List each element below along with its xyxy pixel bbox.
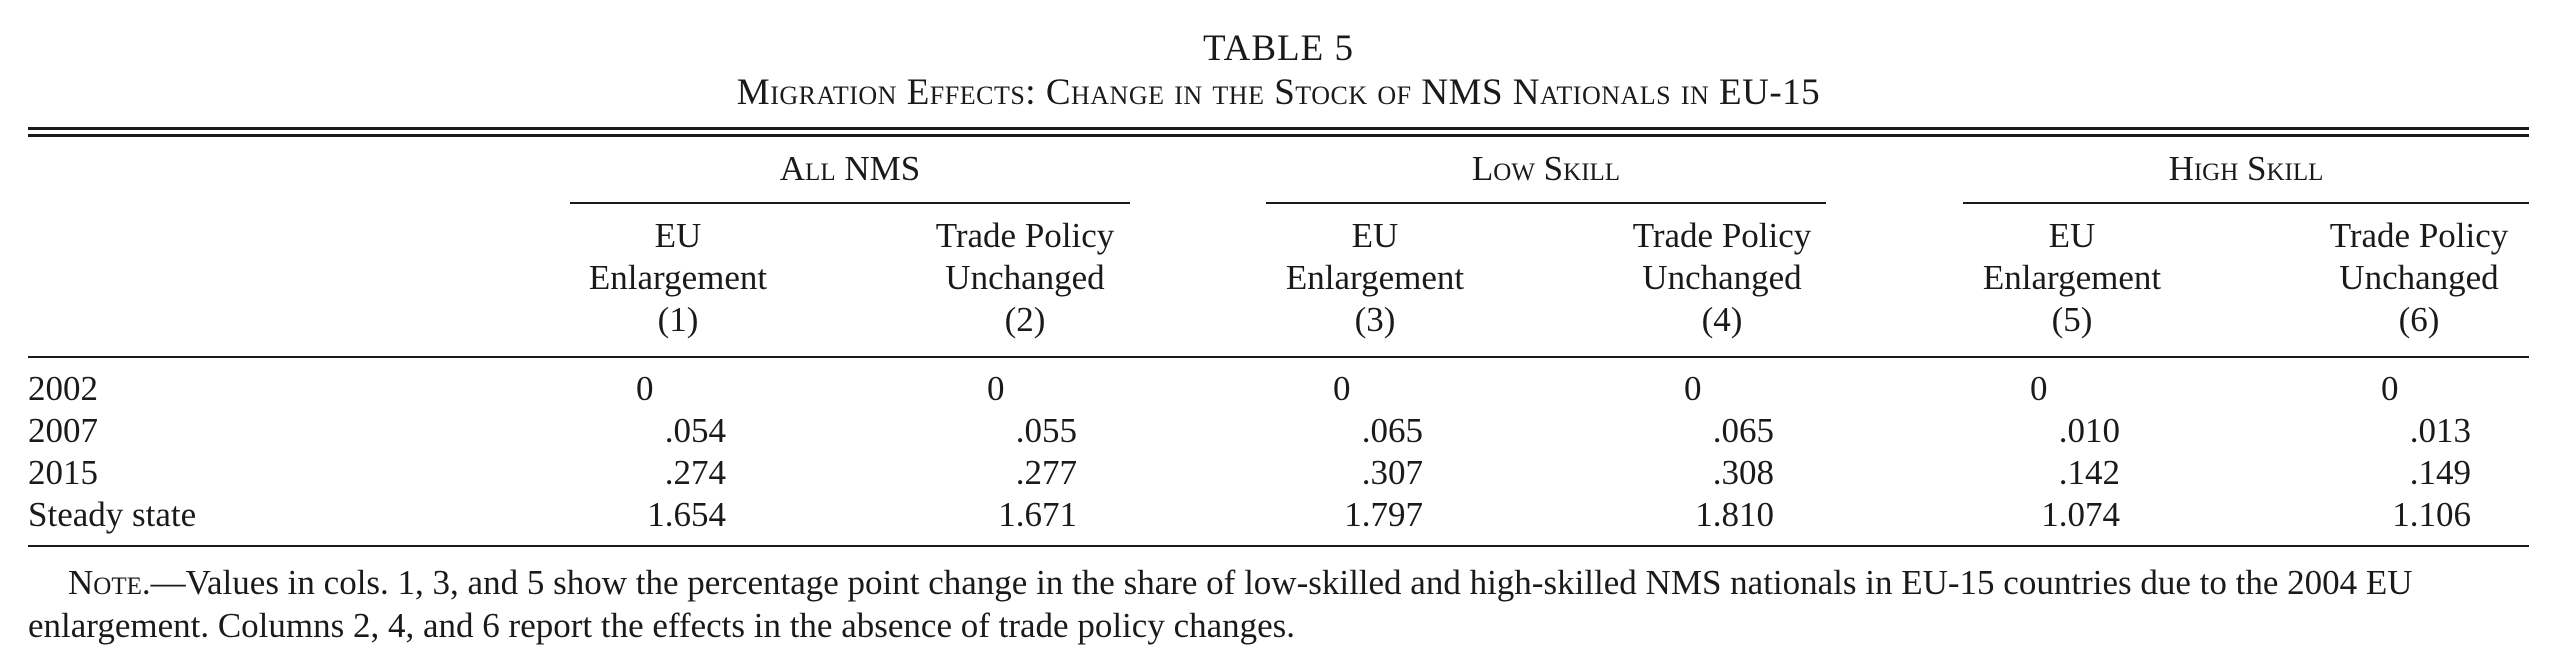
column-header-1-line3: (1) <box>657 300 699 339</box>
top-double-rule-2 <box>28 134 2529 137</box>
column-header-2-line1: Trade Policy <box>935 216 1115 255</box>
note-text: —Values in cols. 1, 3, and 5 show the pe… <box>28 563 2413 645</box>
column-header-5: EU Enlargement (5) <box>1954 215 2190 341</box>
table-cell: .065 <box>1712 411 1774 450</box>
table-cell: 1.654 <box>647 495 726 534</box>
group-rule-high-skill <box>1963 202 2529 204</box>
column-header-6-line3: (6) <box>2398 300 2440 339</box>
column-header-3-line1: EU <box>1351 216 1399 255</box>
row-label: Steady state <box>28 495 197 534</box>
table-note: Note.—Values in cols. 1, 3, and 5 show t… <box>28 561 2528 647</box>
column-header-1-line1: EU <box>654 216 702 255</box>
column-header-3-line2: Enlargement <box>1285 258 1465 297</box>
row-label: 2007 <box>28 411 98 450</box>
table-cell: .274 <box>664 453 726 492</box>
column-header-5-line2: Enlargement <box>1982 258 2162 297</box>
row-label: 2002 <box>28 369 98 408</box>
column-header-4-line3: (4) <box>1701 300 1743 339</box>
table-cell: .277 <box>1015 453 1077 492</box>
table-cell: .010 <box>2058 411 2120 450</box>
table-cell: 0 <box>2030 369 2048 408</box>
table-cell: 1.810 <box>1695 495 1774 534</box>
column-header-4: Trade Policy Unchanged (4) <box>1592 215 1852 341</box>
column-header-6: Trade Policy Unchanged (6) <box>2289 215 2549 341</box>
column-header-4-line2: Unchanged <box>1642 258 1802 297</box>
table-row: Steady state 1.654 1.671 1.797 1.810 1.0… <box>0 494 2557 536</box>
table-title: TABLE 5 <box>1203 28 1354 69</box>
column-header-1-line2: Enlargement <box>588 258 768 297</box>
top-double-rule-1 <box>28 127 2529 130</box>
table-cell: 1.671 <box>998 495 1077 534</box>
note-label: Note. <box>68 563 151 602</box>
table-cell: 0 <box>1333 369 1351 408</box>
table-cell: .013 <box>2409 411 2471 450</box>
row-label: 2015 <box>28 453 98 492</box>
table-cell: .055 <box>1015 411 1077 450</box>
column-header-6-line2: Unchanged <box>2339 258 2499 297</box>
table-cell: .149 <box>2409 453 2471 492</box>
group-header-all-nms: All NMS <box>779 149 921 188</box>
column-header-3: EU Enlargement (3) <box>1257 215 1493 341</box>
column-header-4-line1: Trade Policy <box>1632 216 1812 255</box>
table-cell: 0 <box>636 369 654 408</box>
table-row: 2015 .274 .277 .307 .308 .142 .149 <box>0 452 2557 494</box>
column-header-5-line3: (5) <box>2051 300 2093 339</box>
table-cell: 0 <box>987 369 1005 408</box>
table-cell: 0 <box>1684 369 1702 408</box>
table-cell: .054 <box>664 411 726 450</box>
table-cell: .065 <box>1361 411 1423 450</box>
header-bottom-rule <box>28 356 2529 358</box>
group-header-high-skill: High Skill <box>2168 149 2324 188</box>
table-cell: .307 <box>1361 453 1423 492</box>
table-cell: 1.106 <box>2392 495 2471 534</box>
group-header-low-skill: Low Skill <box>1471 149 1621 188</box>
column-header-5-line1: EU <box>2048 216 2096 255</box>
table-bottom-rule <box>28 545 2529 547</box>
column-header-2: Trade Policy Unchanged (2) <box>895 215 1155 341</box>
group-rule-low-skill <box>1266 202 1826 204</box>
group-rule-all-nms <box>570 202 1130 204</box>
table-subtitle: Migration Effects: Change in the Stock o… <box>736 72 1821 113</box>
table-cell: .142 <box>2058 453 2120 492</box>
column-header-3-line3: (3) <box>1354 300 1396 339</box>
table-cell: 1.797 <box>1344 495 1423 534</box>
column-header-6-line1: Trade Policy <box>2329 216 2509 255</box>
table-cell: .308 <box>1712 453 1774 492</box>
table-cell: 1.074 <box>2041 495 2120 534</box>
table-cell: 0 <box>2381 369 2399 408</box>
table-row: 2002 0 0 0 0 0 0 <box>0 368 2557 410</box>
column-header-2-line3: (2) <box>1004 300 1046 339</box>
column-header-2-line2: Unchanged <box>945 258 1105 297</box>
table-row: 2007 .054 .055 .065 .065 .010 .013 <box>0 410 2557 452</box>
column-header-1: EU Enlargement (1) <box>560 215 796 341</box>
